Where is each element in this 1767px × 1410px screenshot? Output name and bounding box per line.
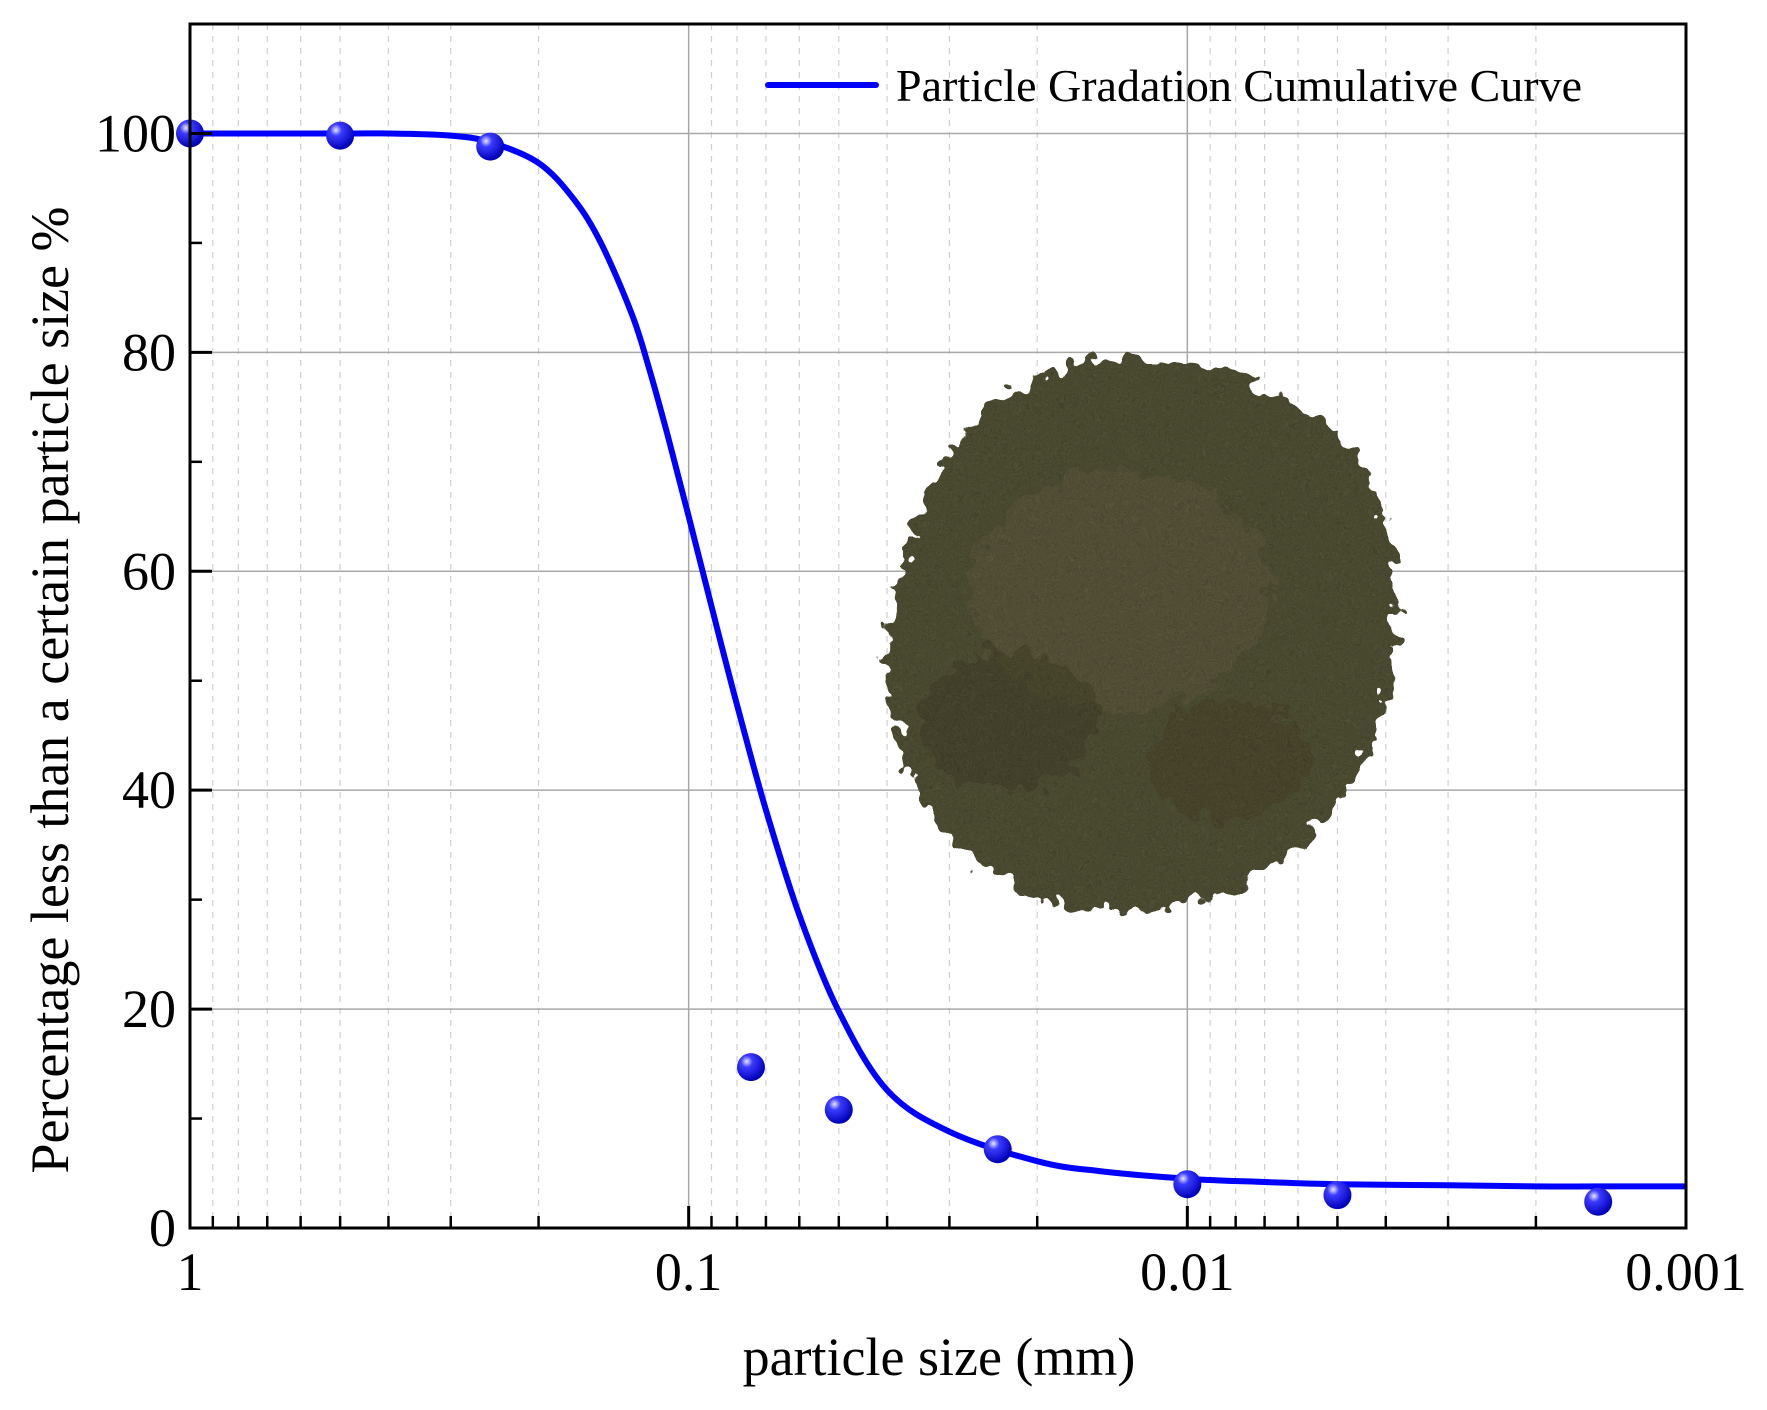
- data-point: [476, 132, 505, 161]
- data-point: [824, 1095, 853, 1124]
- plot-frame: [188, 22, 1688, 1230]
- data-point: [736, 1053, 765, 1082]
- data-point: [983, 1135, 1012, 1164]
- x-tick-label: 1: [177, 1242, 204, 1302]
- x-tick-label: 0.001: [1625, 1242, 1747, 1302]
- data-points: [176, 119, 1613, 1216]
- data-point: [1584, 1187, 1613, 1216]
- y-tick-label: 80: [122, 322, 176, 382]
- legend-label: Particle Gradation Cumulative Curve: [896, 60, 1582, 111]
- x-tick-label: 0.1: [655, 1242, 723, 1302]
- y-tick-label: 20: [122, 979, 176, 1039]
- gradation-curve: [189, 130, 1686, 1190]
- y-tick-label: 100: [95, 103, 176, 163]
- y-tick-label: 0: [149, 1198, 176, 1258]
- y-tick-label: 40: [122, 760, 176, 820]
- gradation-curve-line: [189, 130, 1686, 1190]
- data-point: [1173, 1170, 1202, 1199]
- ticks: 1 0.1 0.01 0.001 0 20 40 60 80 100: [95, 103, 1747, 1302]
- data-point: [326, 121, 355, 150]
- data-point: [1323, 1181, 1352, 1210]
- y-tick-label: 60: [122, 541, 176, 601]
- soil-sample-photo: [887, 358, 1397, 912]
- axes: [188, 22, 1688, 1230]
- y-axis-title: Percentage less than a certain particle …: [20, 206, 80, 1173]
- x-axis-title: particle size (mm): [743, 1327, 1136, 1387]
- legend: Particle Gradation Cumulative Curve: [765, 60, 1582, 111]
- x-tick-label: 0.01: [1140, 1242, 1235, 1302]
